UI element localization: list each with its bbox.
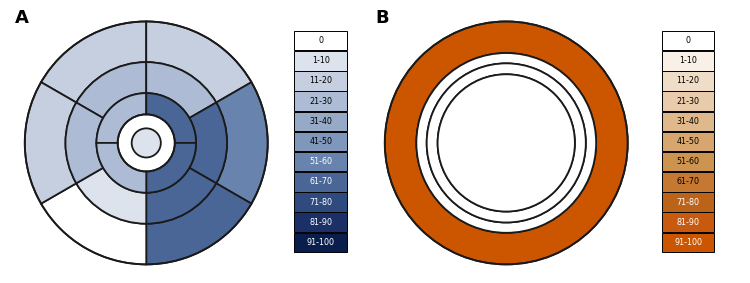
Text: B: B	[375, 9, 388, 27]
FancyBboxPatch shape	[295, 71, 346, 91]
Wedge shape	[41, 22, 146, 102]
Text: 71-80: 71-80	[676, 198, 700, 207]
FancyBboxPatch shape	[662, 192, 714, 212]
Text: 81-90: 81-90	[676, 218, 700, 227]
Text: 41-50: 41-50	[676, 137, 700, 146]
Text: 0: 0	[686, 36, 691, 45]
Wedge shape	[146, 143, 196, 193]
Text: 51-60: 51-60	[676, 157, 700, 166]
Wedge shape	[41, 183, 146, 264]
FancyBboxPatch shape	[662, 71, 714, 91]
Wedge shape	[427, 63, 586, 222]
Wedge shape	[146, 22, 251, 102]
FancyBboxPatch shape	[662, 152, 714, 171]
Text: 1-10: 1-10	[312, 56, 329, 65]
Text: 91-100: 91-100	[307, 238, 334, 247]
FancyBboxPatch shape	[662, 31, 714, 50]
Wedge shape	[146, 62, 216, 118]
Text: 11-20: 11-20	[676, 76, 700, 85]
FancyBboxPatch shape	[662, 51, 714, 70]
Text: 61-70: 61-70	[676, 177, 700, 186]
Text: 1-10: 1-10	[680, 56, 697, 65]
Text: 21-30: 21-30	[676, 97, 700, 106]
Wedge shape	[216, 82, 268, 204]
Text: 91-100: 91-100	[674, 238, 702, 247]
FancyBboxPatch shape	[662, 91, 714, 111]
FancyBboxPatch shape	[662, 213, 714, 232]
Text: 51-60: 51-60	[309, 157, 332, 166]
FancyBboxPatch shape	[295, 192, 346, 212]
FancyBboxPatch shape	[295, 91, 346, 111]
Wedge shape	[146, 93, 196, 143]
FancyBboxPatch shape	[662, 172, 714, 192]
Text: 31-40: 31-40	[309, 117, 332, 126]
FancyBboxPatch shape	[295, 213, 346, 232]
FancyBboxPatch shape	[662, 233, 714, 252]
Text: 21-30: 21-30	[309, 97, 332, 106]
Wedge shape	[385, 22, 628, 264]
FancyBboxPatch shape	[295, 31, 346, 50]
Text: 11-20: 11-20	[309, 76, 332, 85]
Wedge shape	[76, 62, 146, 118]
FancyBboxPatch shape	[295, 172, 346, 192]
FancyBboxPatch shape	[295, 132, 346, 151]
Text: 61-70: 61-70	[309, 177, 332, 186]
Wedge shape	[416, 53, 596, 233]
Text: 31-40: 31-40	[676, 117, 700, 126]
Text: 0: 0	[318, 36, 323, 45]
Wedge shape	[146, 168, 216, 224]
FancyBboxPatch shape	[662, 132, 714, 151]
Wedge shape	[65, 102, 103, 183]
Text: A: A	[15, 9, 29, 27]
Wedge shape	[97, 93, 146, 143]
Circle shape	[437, 74, 575, 211]
FancyBboxPatch shape	[295, 233, 346, 252]
Circle shape	[132, 128, 160, 158]
Wedge shape	[190, 102, 227, 183]
Wedge shape	[25, 82, 76, 204]
FancyBboxPatch shape	[295, 152, 346, 171]
FancyBboxPatch shape	[662, 112, 714, 131]
Text: 41-50: 41-50	[309, 137, 332, 146]
Wedge shape	[146, 183, 251, 264]
FancyBboxPatch shape	[295, 112, 346, 131]
Wedge shape	[97, 143, 146, 193]
Text: 81-90: 81-90	[309, 218, 332, 227]
Text: 71-80: 71-80	[309, 198, 332, 207]
Wedge shape	[76, 168, 146, 224]
FancyBboxPatch shape	[295, 51, 346, 70]
